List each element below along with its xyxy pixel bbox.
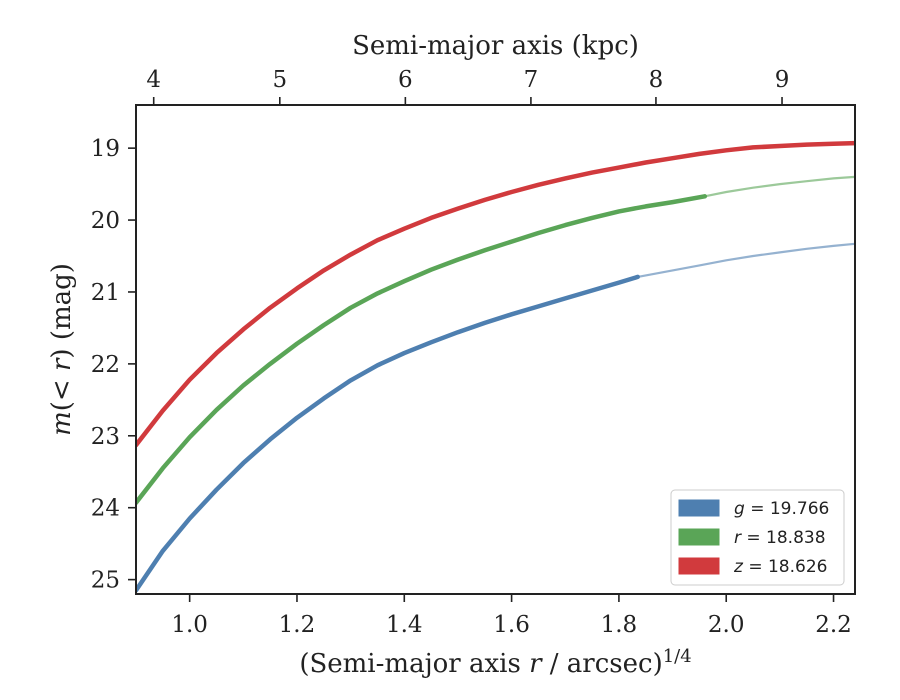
x-tick-label: 1.2 xyxy=(279,612,316,638)
x-axis-title-var: r xyxy=(529,649,543,679)
y-axis-title-var: m xyxy=(47,411,77,436)
x-tick-label: 1.8 xyxy=(601,612,638,638)
top-x-tick-label: 5 xyxy=(272,67,287,93)
x-tick-label: 2.2 xyxy=(815,612,852,638)
top-x-axis-title: Semi-major axis (kpc) xyxy=(352,31,639,61)
y-tick-label: 21 xyxy=(91,280,120,306)
x-axis-ticks: 1.0 1.2 1.4 1.6 1.8 2.0 2.2 xyxy=(171,594,852,638)
y-tick-label: 23 xyxy=(91,424,120,450)
legend-label-r: r = 18.838 xyxy=(734,528,826,548)
y-axis-ticks: 19 20 21 22 23 24 25 xyxy=(91,136,136,594)
series-layer xyxy=(136,140,855,593)
top-x-tick-label: 4 xyxy=(146,67,161,93)
series-r-line xyxy=(136,194,708,505)
x-axis-title: (Semi-major axis r / arcsec)1/4 xyxy=(299,646,691,679)
y-tick-label: 22 xyxy=(91,352,120,378)
top-x-tick-label: 9 xyxy=(775,67,790,93)
x-axis-title-suffix: / arcsec) xyxy=(542,649,663,679)
legend-swatch-g xyxy=(678,499,720,517)
y-axis-title-var2: r xyxy=(47,357,77,371)
legend: g = 19.766 r = 18.838 z = 18.626 xyxy=(670,489,845,586)
series-g-extrapolated-line xyxy=(636,242,855,278)
top-x-tick-label: 6 xyxy=(398,67,413,93)
y-tick-label: 20 xyxy=(91,208,120,234)
top-x-tick-label: 8 xyxy=(649,67,664,93)
legend-label-g: g = 19.766 xyxy=(734,499,829,519)
y-axis-title-mid: (< xyxy=(47,371,77,411)
x-tick-label: 1.6 xyxy=(493,612,530,638)
axes-frame xyxy=(135,104,856,595)
x-tick-label: 1.4 xyxy=(386,612,423,638)
series-r-extrapolated-line xyxy=(703,175,855,198)
y-axis-title: m(< r) (mag) xyxy=(47,263,77,436)
x-tick-label: 1.0 xyxy=(171,612,208,638)
legend-label-z: z = 18.626 xyxy=(733,557,827,577)
y-tick-label: 25 xyxy=(91,568,120,594)
legend-swatch-r xyxy=(678,528,720,546)
top-x-tick-label: 7 xyxy=(524,67,539,93)
series-g-line xyxy=(136,274,640,593)
x-axis-title-prefix: (Semi-major axis xyxy=(299,649,529,679)
top-x-axis-ticks: 4 5 6 7 8 9 xyxy=(146,67,789,105)
y-tick-label: 19 xyxy=(91,136,120,162)
y-tick-label: 24 xyxy=(91,496,120,522)
x-axis-title-exponent: 1/4 xyxy=(663,646,692,667)
x-tick-label: 2.0 xyxy=(708,612,745,638)
series-z-line xyxy=(136,140,855,448)
legend-swatch-z xyxy=(678,557,720,575)
y-axis-title-end: ) (mag) xyxy=(47,263,77,359)
